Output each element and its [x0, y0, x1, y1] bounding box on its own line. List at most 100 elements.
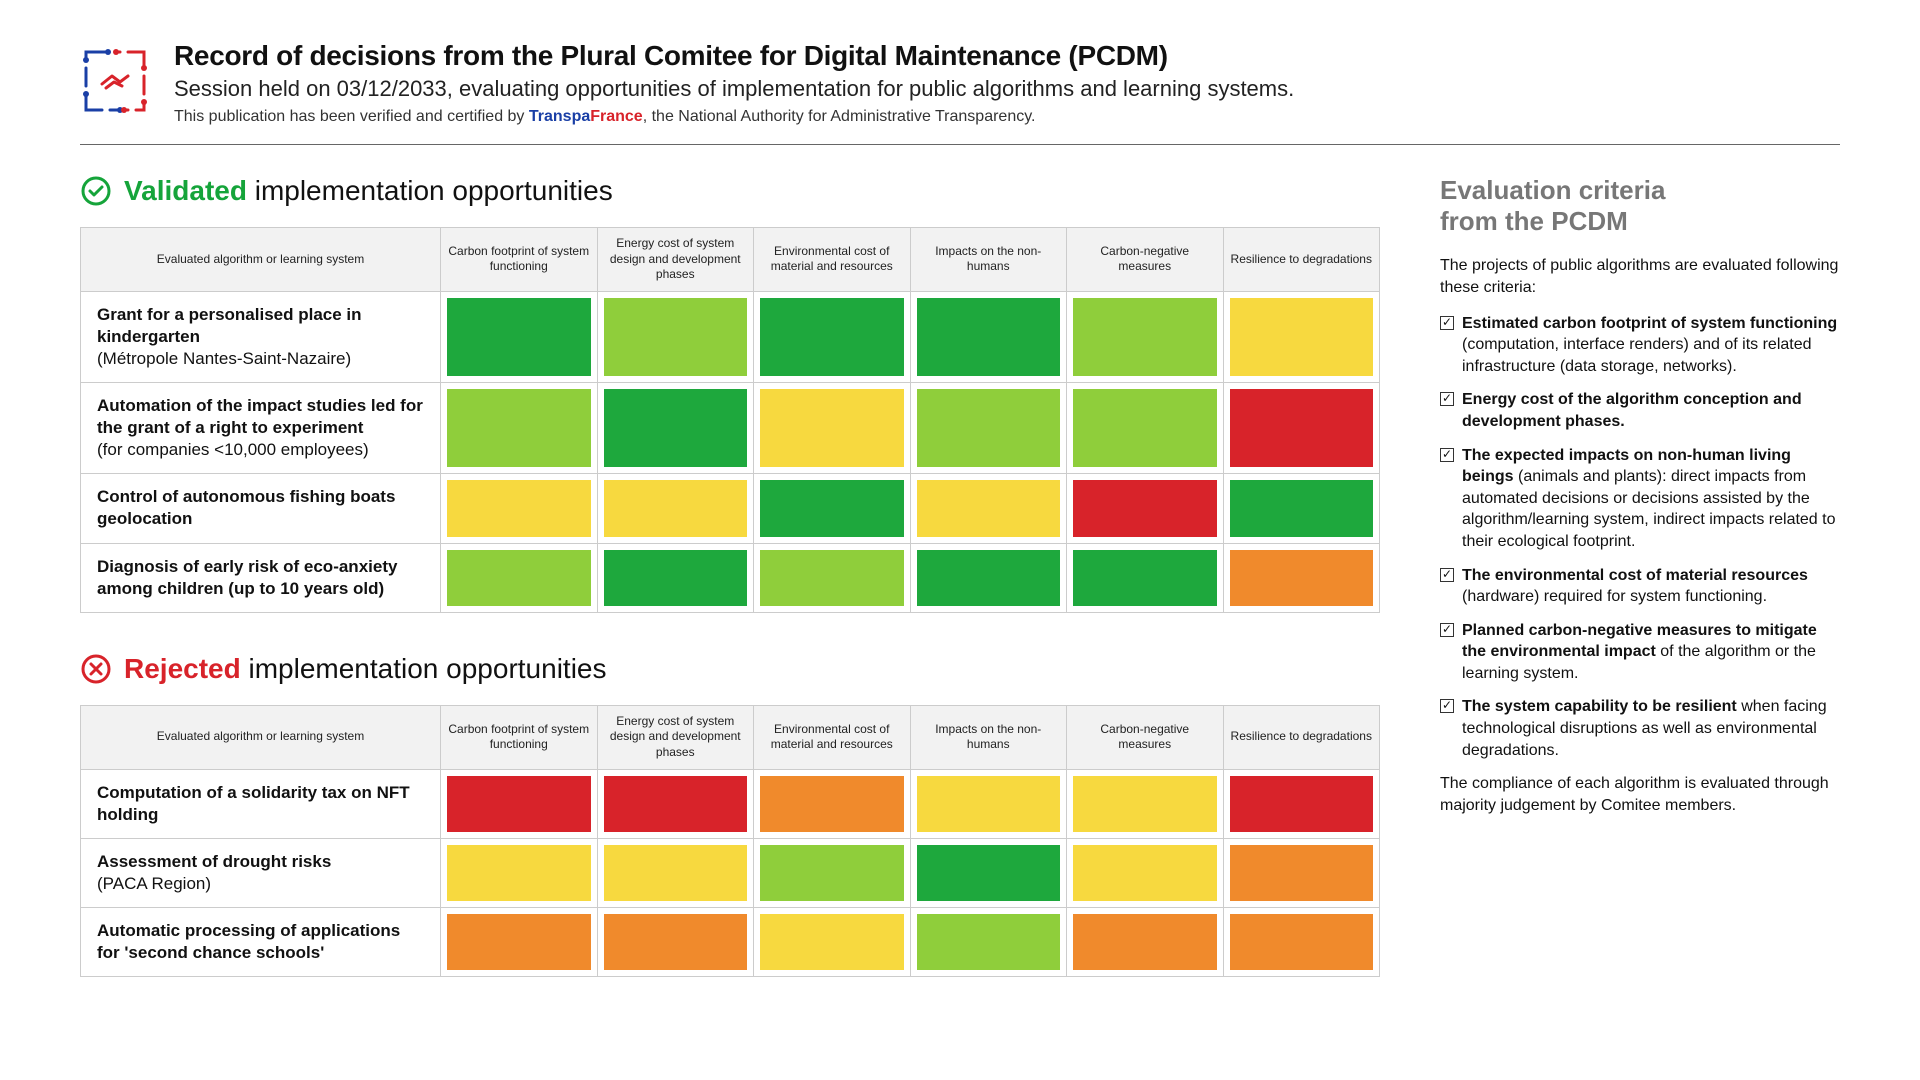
algorithm-cell: Diagnosis of early risk of eco-anxiety a…: [81, 543, 441, 612]
score-cell: [597, 383, 754, 474]
column-header: Impacts on the non-humans: [910, 228, 1067, 292]
criteria-heading-l2: from the PCDM: [1440, 206, 1628, 236]
reject-circle-icon: [80, 653, 112, 685]
table-row: Control of autonomous fishing boats geol…: [81, 474, 1380, 543]
column-header: Carbon-negative measures: [1067, 705, 1224, 769]
criteria-text: Energy cost of the algorithm conception …: [1462, 389, 1840, 432]
criteria-heading-l1: Evaluation criteria: [1440, 175, 1665, 205]
cert-brand-blue: Transpa: [529, 108, 590, 125]
column-header: Environmental cost of material and resou…: [754, 705, 911, 769]
score-swatch: [760, 776, 904, 832]
checkbox-icon: [1440, 699, 1454, 713]
certification-line: This publication has been verified and c…: [174, 108, 1294, 126]
score-cell: [1223, 291, 1380, 382]
score-swatch: [604, 550, 748, 606]
algorithm-cell: Computation of a solidarity tax on NFT h…: [81, 769, 441, 838]
column-header: Energy cost of system design and develop…: [597, 228, 754, 292]
criteria-sidebar: Evaluation criteria from the PCDM The pr…: [1440, 175, 1840, 1017]
score-swatch: [447, 389, 591, 467]
column-header: Evaluated algorithm or learning system: [81, 705, 441, 769]
table-row: Grant for a personalised place in kinder…: [81, 291, 1380, 382]
score-swatch: [1230, 776, 1374, 832]
score-swatch: [760, 389, 904, 467]
page-title: Record of decisions from the Plural Comi…: [174, 40, 1294, 72]
column-header: Resilience to degradations: [1223, 705, 1380, 769]
score-swatch: [1073, 550, 1217, 606]
score-cell: [1223, 383, 1380, 474]
score-cell: [597, 474, 754, 543]
criteria-outro: The compliance of each algorithm is eval…: [1440, 773, 1840, 816]
score-cell: [910, 907, 1067, 976]
score-cell: [754, 474, 911, 543]
table-row: Automatic processing of applications for…: [81, 907, 1380, 976]
score-cell: [1223, 769, 1380, 838]
score-cell: [910, 474, 1067, 543]
column-header: Carbon footprint of system functioning: [441, 705, 598, 769]
score-cell: [597, 838, 754, 907]
header-divider: [80, 144, 1840, 145]
score-cell: [754, 543, 911, 612]
score-cell: [441, 291, 598, 382]
score-cell: [754, 907, 911, 976]
score-swatch: [917, 389, 1061, 467]
criteria-text: The expected impacts on non-human living…: [1462, 445, 1840, 553]
rejected-table: Evaluated algorithm or learning systemCa…: [80, 705, 1380, 977]
checkbox-icon: [1440, 568, 1454, 582]
criteria-list: Estimated carbon footprint of system fun…: [1440, 313, 1840, 762]
score-cell: [441, 474, 598, 543]
table-row: Computation of a solidarity tax on NFT h…: [81, 769, 1380, 838]
score-cell: [597, 543, 754, 612]
score-cell: [910, 543, 1067, 612]
score-cell: [910, 769, 1067, 838]
score-cell: [1223, 543, 1380, 612]
score-cell: [1067, 291, 1224, 382]
rejected-heading: Rejected implementation opportunities: [80, 653, 1380, 685]
validated-word: Validated: [124, 175, 247, 206]
score-cell: [441, 907, 598, 976]
score-cell: [1067, 907, 1224, 976]
criteria-heading: Evaluation criteria from the PCDM: [1440, 175, 1840, 237]
column-header: Energy cost of system design and develop…: [597, 705, 754, 769]
rejected-rest: implementation opportunities: [241, 653, 607, 684]
score-swatch: [447, 776, 591, 832]
page-subtitle: Session held on 03/12/2033, evaluating o…: [174, 76, 1294, 102]
score-swatch: [604, 480, 748, 536]
score-cell: [1223, 838, 1380, 907]
score-swatch: [760, 298, 904, 376]
checkbox-icon: [1440, 316, 1454, 330]
score-cell: [754, 291, 911, 382]
score-cell: [441, 838, 598, 907]
algorithm-cell: Control of autonomous fishing boats geol…: [81, 474, 441, 543]
criteria-item: Planned carbon-negative measures to miti…: [1440, 620, 1840, 685]
score-cell: [1223, 907, 1380, 976]
score-swatch: [917, 298, 1061, 376]
algorithm-cell: Grant for a personalised place in kinder…: [81, 291, 441, 382]
score-cell: [910, 383, 1067, 474]
table-row: Automation of the impact studies led for…: [81, 383, 1380, 474]
score-cell: [1067, 474, 1224, 543]
table-row: Diagnosis of early risk of eco-anxiety a…: [81, 543, 1380, 612]
score-cell: [754, 383, 911, 474]
score-swatch: [1073, 389, 1217, 467]
score-cell: [1067, 838, 1224, 907]
criteria-text: Estimated carbon footprint of system fun…: [1462, 313, 1840, 378]
column-header: Resilience to degradations: [1223, 228, 1380, 292]
criteria-text: Planned carbon-negative measures to miti…: [1462, 620, 1840, 685]
score-cell: [597, 769, 754, 838]
score-swatch: [1230, 389, 1374, 467]
score-cell: [1067, 769, 1224, 838]
algorithm-cell: Assessment of drought risks(PACA Region): [81, 838, 441, 907]
criteria-item: The expected impacts on non-human living…: [1440, 445, 1840, 553]
score-cell: [754, 838, 911, 907]
score-swatch: [917, 776, 1061, 832]
score-swatch: [447, 298, 591, 376]
column-header: Environmental cost of material and resou…: [754, 228, 911, 292]
score-cell: [597, 291, 754, 382]
score-swatch: [1073, 845, 1217, 901]
criteria-text: The system capability to be resilient wh…: [1462, 696, 1840, 761]
criteria-item: Estimated carbon footprint of system fun…: [1440, 313, 1840, 378]
score-cell: [441, 383, 598, 474]
score-swatch: [917, 550, 1061, 606]
score-swatch: [604, 776, 748, 832]
criteria-text: The environmental cost of material resou…: [1462, 565, 1840, 608]
